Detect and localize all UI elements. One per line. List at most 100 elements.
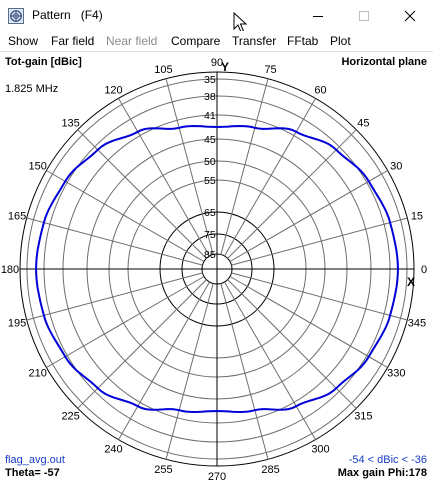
angle-tick-label: 345 [408,318,426,330]
grid-spoke [46,170,205,262]
grid-spoke [118,98,210,257]
output-file-label: flag_avg.out [5,454,65,466]
gain-data-point [97,387,99,389]
grid-spoke [229,170,388,262]
gain-data-point [97,149,99,151]
plane-label: Horizontal plane [341,56,427,68]
max-gain-label: Max gain Phi:178 [337,467,427,479]
window-title: Pattern (F4) [32,8,103,22]
gain-data-point [389,314,391,317]
ring-tick-label: 45 [204,134,216,146]
gain-data-point [335,149,337,151]
title-bar: Pattern (F4) [0,0,433,33]
grid-spoke [165,78,214,255]
close-icon [404,10,416,21]
angle-tick-label: 210 [29,368,47,380]
ring-tick-label: 65 [204,207,216,219]
grid-spoke [231,217,408,266]
theta-label: Theta= -57 [5,467,60,479]
gain-data-point [43,221,45,224]
ring-tick-label: 35 [204,74,216,86]
angle-tick-label: 60 [314,85,326,97]
grid-spoke [77,279,207,409]
gain-data-point [295,405,298,408]
grid-spoke [227,129,357,259]
app-icon [8,8,24,24]
grid-spoke [26,217,203,266]
grid-spoke [118,281,210,440]
menu-fftab[interactable]: FFtab [287,34,319,48]
grid-spoke [231,272,408,321]
menu-show[interactable]: Show [8,34,39,48]
polar-chart: 0 15 30 45 60 75 90 105 120 135 150 165 180 195 210 225… [1,57,427,483]
angle-tick-label: 285 [261,464,279,476]
gain-data-point [367,180,370,183]
gain-data-point [254,409,256,412]
angle-tick-label: 240 [104,443,122,455]
angle-tick-label: 15 [411,210,423,222]
angle-tick-label: 135 [61,118,79,130]
close-button[interactable] [387,0,433,31]
maximize-button[interactable] [341,0,387,31]
gain-data-point [335,387,337,389]
grid-spoke [46,276,205,368]
ring-tick-label: 38 [204,91,216,103]
angle-tick-label: 315 [354,410,372,422]
angle-tick-label: 120 [104,85,122,97]
angle-tick-label: 165 [8,210,26,222]
polar-grid [19,71,415,467]
x-axis-label: X [407,275,415,289]
gain-data-point [367,355,370,358]
gain-data-point [178,409,180,412]
maximize-icon [359,10,369,21]
grid-spoke [220,283,269,460]
grid-spoke [224,281,316,440]
menu-near-field[interactable]: Near field [106,34,158,48]
grid-spoke [229,276,388,368]
angle-tick-label: 0 [421,264,427,276]
angle-tick-label: 300 [311,443,329,455]
pattern-plot-area[interactable]: 0 15 30 45 60 75 90 105 120 135 150 165 180 195 210 225… [0,52,433,483]
gain-type-label: Tot-gain [dBic] [5,56,82,68]
gain-data-point [136,405,139,408]
angle-tick-label: 150 [29,161,47,173]
gain-data-point [178,126,180,129]
grid-spoke [224,98,316,257]
minimize-button[interactable] [295,0,341,31]
gain-data-point [43,314,45,317]
angle-tick-label: 30 [390,161,402,173]
gain-data-point [64,355,67,358]
menu-transfer[interactable]: Transfer [232,34,277,48]
y-axis-label: Y [221,60,229,74]
menu-far-field[interactable]: Far field [51,34,95,48]
ring-tick-label: 41 [204,110,216,122]
grid-spoke [26,272,203,321]
gain-data-point [397,268,399,270]
gain-range-label: -54 < dBic < -36 [348,454,427,466]
gain-data-point [216,126,218,128]
angle-tick-label: 75 [264,64,276,76]
gain-data-point [389,221,391,224]
menu-plot[interactable]: Plot [330,34,351,48]
gain-data-point [64,180,67,183]
gain-data-point [35,268,37,270]
grid-spoke [165,283,214,460]
frequency-label: 1.825 MHz [5,83,59,95]
angle-tick-label: 225 [61,410,79,422]
gain-data-point [216,410,218,412]
gain-data-point [136,130,139,133]
menu-compare[interactable]: Compare [171,34,221,48]
angle-tick-label: 105 [154,64,172,76]
gain-data-point [295,130,298,133]
menu-separator [0,51,433,52]
angle-tick-label: 195 [8,318,26,330]
gain-trace-group [35,124,399,414]
angle-tick-label: 45 [357,118,369,130]
angle-tick-label: 255 [154,464,172,476]
grid-spoke [220,78,269,255]
gain-data-point [254,126,256,129]
menu-bar: Show Far field Near field Compare Transf… [0,31,433,51]
grid-spoke [227,279,357,409]
angle-tick-label: 180 [1,264,19,276]
